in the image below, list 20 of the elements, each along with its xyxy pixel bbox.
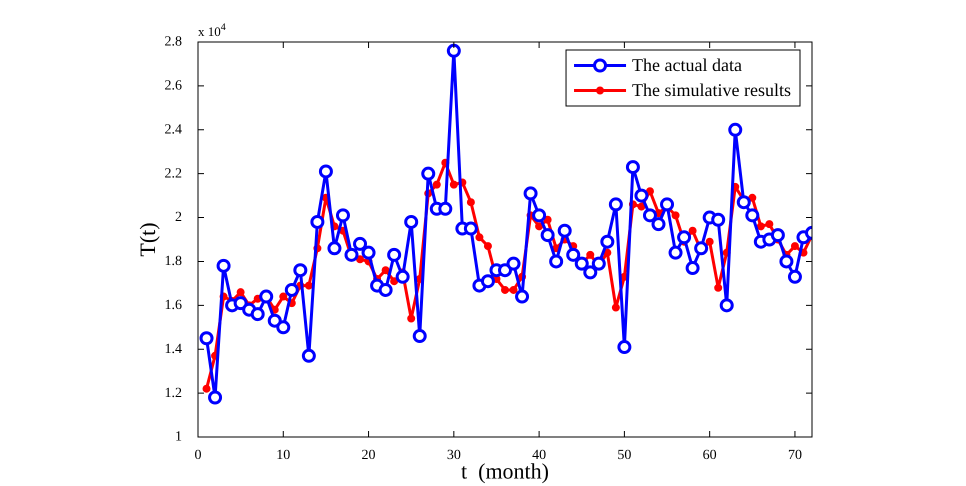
x-tick-label: 50	[617, 448, 632, 464]
x-tick-label: 10	[276, 448, 290, 464]
y-tick-label: 1.8	[164, 254, 182, 270]
legend-label: The actual data	[632, 55, 742, 76]
y-tick-label: 1.4	[164, 342, 182, 357]
y-axis-title: T(t)	[134, 222, 160, 257]
x-tick-label: 0	[194, 448, 202, 464]
y-tick-label: 1	[175, 430, 182, 445]
x-tick-label: 30	[446, 448, 461, 464]
y-tick-label: 2.4	[164, 122, 182, 138]
y-tick-label: 1.6	[164, 298, 182, 314]
legend-label: The simulative results	[632, 80, 791, 100]
y-tick-label: 1.2	[164, 386, 182, 401]
y-tick-label: 2.6	[164, 78, 182, 94]
y-tick-label: 2	[175, 210, 182, 226]
y-tick-label: 2.2	[164, 166, 182, 182]
x-tick-label: 20	[362, 448, 376, 464]
x-tick-label: 70	[788, 448, 802, 464]
y-tick-label: 2.8	[164, 34, 182, 50]
x-tick-label: 60	[702, 448, 717, 464]
